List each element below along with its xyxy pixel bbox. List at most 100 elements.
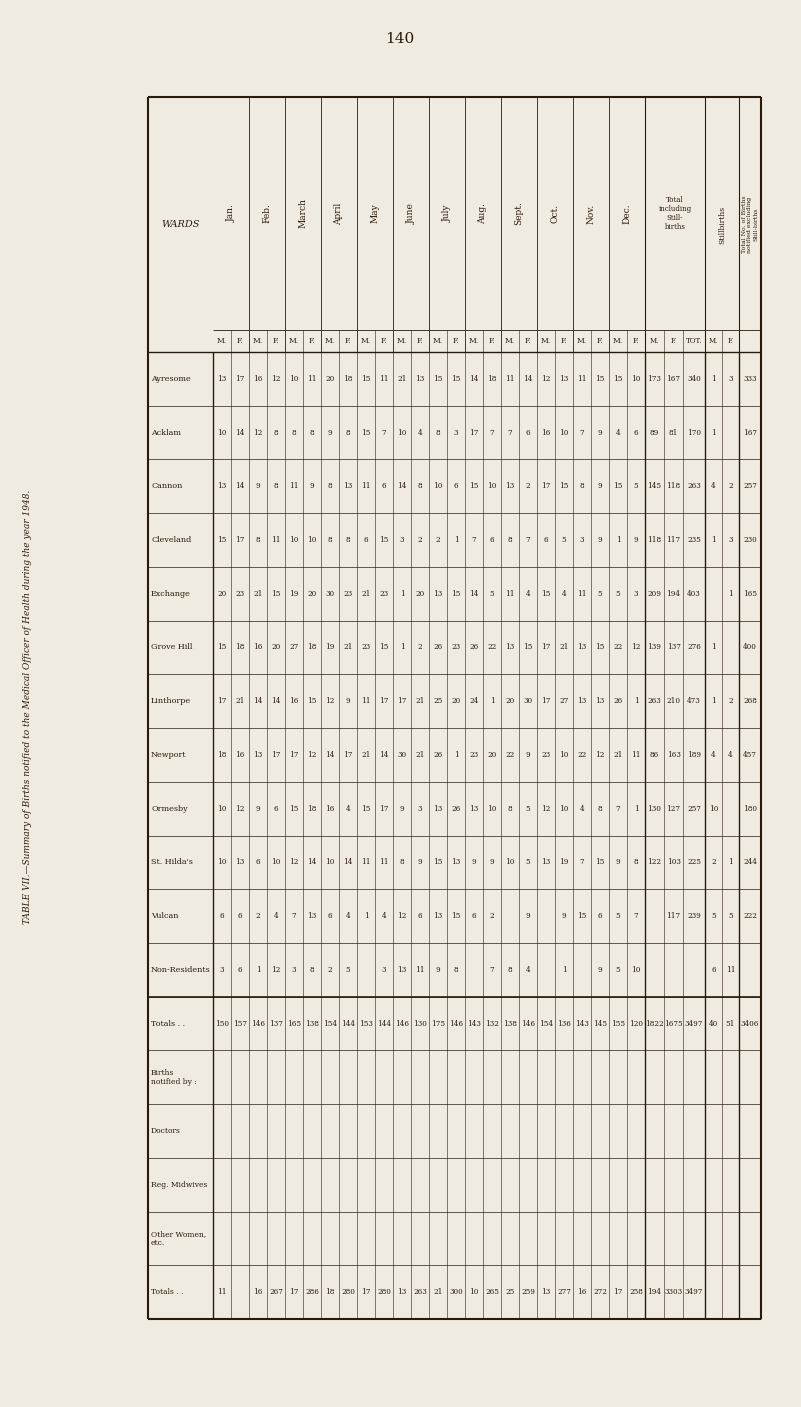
Text: 20: 20 bbox=[416, 590, 425, 598]
Text: 17: 17 bbox=[614, 1289, 622, 1296]
Text: 1: 1 bbox=[711, 643, 716, 651]
Text: 138: 138 bbox=[305, 1020, 319, 1027]
Text: 4: 4 bbox=[346, 912, 350, 920]
Text: 10: 10 bbox=[289, 536, 299, 545]
Text: 146: 146 bbox=[449, 1020, 463, 1027]
Text: 9: 9 bbox=[562, 912, 566, 920]
Text: 7: 7 bbox=[489, 965, 494, 974]
Text: 10: 10 bbox=[397, 429, 407, 436]
Text: 21: 21 bbox=[253, 590, 263, 598]
Text: 10: 10 bbox=[308, 536, 316, 545]
Text: 11: 11 bbox=[578, 590, 587, 598]
Text: 263: 263 bbox=[648, 698, 662, 705]
Text: 3303: 3303 bbox=[665, 1289, 682, 1296]
Text: 8: 8 bbox=[436, 429, 441, 436]
Text: 15: 15 bbox=[361, 429, 371, 436]
Text: April: April bbox=[335, 203, 344, 225]
Text: 2: 2 bbox=[728, 483, 733, 490]
Text: 11: 11 bbox=[631, 751, 641, 758]
Text: 16: 16 bbox=[235, 751, 244, 758]
Text: 18: 18 bbox=[308, 643, 316, 651]
Text: 2: 2 bbox=[417, 536, 422, 545]
Text: 137: 137 bbox=[666, 643, 680, 651]
Text: 4: 4 bbox=[580, 805, 584, 813]
Text: 11: 11 bbox=[272, 536, 280, 545]
Text: 3: 3 bbox=[634, 590, 638, 598]
Text: 10: 10 bbox=[709, 805, 718, 813]
Text: 137: 137 bbox=[269, 1020, 283, 1027]
Text: 6: 6 bbox=[238, 912, 243, 920]
Text: 403: 403 bbox=[687, 590, 701, 598]
Text: 17: 17 bbox=[397, 698, 407, 705]
Text: 3: 3 bbox=[418, 805, 422, 813]
Text: 9: 9 bbox=[598, 429, 602, 436]
Text: 257: 257 bbox=[687, 805, 701, 813]
Text: 1: 1 bbox=[711, 429, 716, 436]
Text: 51: 51 bbox=[726, 1020, 735, 1027]
Text: 5: 5 bbox=[598, 590, 602, 598]
Text: 13: 13 bbox=[217, 374, 227, 383]
Text: 1: 1 bbox=[256, 965, 260, 974]
Text: 16: 16 bbox=[253, 374, 263, 383]
Text: 6: 6 bbox=[634, 429, 638, 436]
Text: 14: 14 bbox=[235, 483, 244, 490]
Text: 14: 14 bbox=[469, 590, 479, 598]
Text: F.: F. bbox=[380, 338, 387, 345]
Text: 11: 11 bbox=[308, 374, 316, 383]
Text: 22: 22 bbox=[578, 751, 586, 758]
Text: 7: 7 bbox=[508, 429, 513, 436]
Text: 9: 9 bbox=[400, 805, 405, 813]
Text: 130: 130 bbox=[413, 1020, 427, 1027]
Text: 15: 15 bbox=[578, 912, 586, 920]
Text: M.: M. bbox=[541, 338, 551, 345]
Text: Acklam: Acklam bbox=[151, 429, 181, 436]
Text: 146: 146 bbox=[521, 1020, 535, 1027]
Text: 12: 12 bbox=[541, 374, 551, 383]
Text: 13: 13 bbox=[595, 698, 605, 705]
Text: 4: 4 bbox=[525, 965, 530, 974]
Text: 5: 5 bbox=[616, 912, 620, 920]
Text: Jan.: Jan. bbox=[227, 204, 235, 222]
Text: 2: 2 bbox=[728, 698, 733, 705]
Text: Ormesby: Ormesby bbox=[151, 805, 187, 813]
Text: 14: 14 bbox=[397, 483, 407, 490]
Text: 13: 13 bbox=[217, 483, 227, 490]
Text: M.: M. bbox=[650, 338, 659, 345]
Text: 259: 259 bbox=[521, 1289, 535, 1296]
Text: M.: M. bbox=[289, 338, 299, 345]
Text: 20: 20 bbox=[217, 590, 227, 598]
Text: Non-Residents: Non-Residents bbox=[151, 965, 211, 974]
Text: 13: 13 bbox=[578, 643, 586, 651]
Text: 10: 10 bbox=[505, 858, 515, 867]
Text: 263: 263 bbox=[687, 483, 701, 490]
Text: 11: 11 bbox=[726, 965, 735, 974]
Text: 1: 1 bbox=[728, 858, 733, 867]
Text: 21: 21 bbox=[344, 643, 352, 651]
Text: 8: 8 bbox=[346, 536, 350, 545]
Text: 18: 18 bbox=[487, 374, 497, 383]
Text: 13: 13 bbox=[235, 858, 244, 867]
Text: 10: 10 bbox=[559, 805, 569, 813]
Text: F.: F. bbox=[727, 338, 734, 345]
Text: 8: 8 bbox=[346, 429, 350, 436]
Text: 8: 8 bbox=[634, 858, 638, 867]
Text: 15: 15 bbox=[217, 536, 227, 545]
Text: 1822: 1822 bbox=[645, 1020, 664, 1027]
Text: 9: 9 bbox=[525, 751, 530, 758]
Text: 8: 8 bbox=[417, 483, 422, 490]
Text: 86: 86 bbox=[650, 751, 659, 758]
Text: 267: 267 bbox=[269, 1289, 283, 1296]
Text: 3: 3 bbox=[292, 965, 296, 974]
Text: 222: 222 bbox=[743, 912, 757, 920]
Text: 163: 163 bbox=[666, 751, 680, 758]
Text: 4: 4 bbox=[525, 590, 530, 598]
Text: 1: 1 bbox=[616, 536, 621, 545]
Text: 235: 235 bbox=[687, 536, 701, 545]
Text: TOT.: TOT. bbox=[686, 338, 702, 345]
Text: 173: 173 bbox=[647, 374, 662, 383]
Text: 18: 18 bbox=[325, 1289, 335, 1296]
Text: 117: 117 bbox=[666, 912, 681, 920]
Text: 26: 26 bbox=[469, 643, 479, 651]
Text: Doctors: Doctors bbox=[151, 1127, 181, 1135]
Text: 7: 7 bbox=[472, 536, 477, 545]
